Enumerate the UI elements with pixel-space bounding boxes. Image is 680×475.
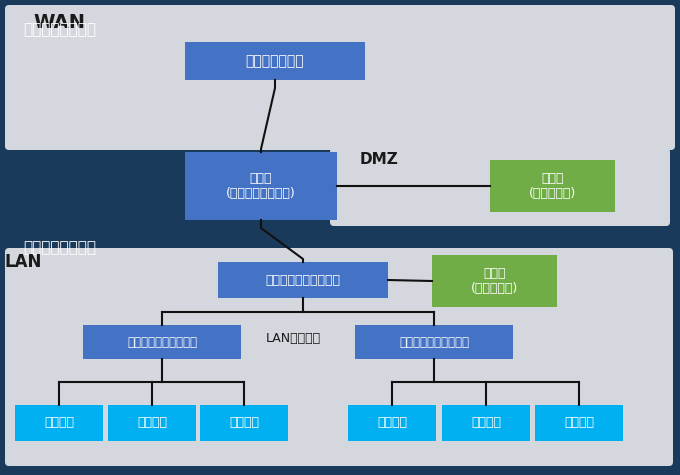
Bar <box>442 405 530 441</box>
FancyBboxPatch shape <box>330 148 670 226</box>
FancyBboxPatch shape <box>5 5 675 150</box>
Bar <box>15 405 103 441</box>
Bar <box>185 42 365 80</box>
Text: パソコン: パソコン <box>229 417 259 429</box>
Text: WAN: WAN <box>33 13 85 32</box>
Bar <box>218 262 388 298</box>
Text: パソコン: パソコン <box>137 417 167 429</box>
Text: パソコン: パソコン <box>564 417 594 429</box>
FancyBboxPatch shape <box>5 248 673 466</box>
Text: パソコン: パソコン <box>471 417 501 429</box>
Text: 部門スイッチングハブ: 部門スイッチングハブ <box>399 335 469 349</box>
Text: 社内ネットワーク: 社内ネットワーク <box>24 240 97 255</box>
Bar <box>185 152 337 220</box>
Text: サーバ
(社内共有用): サーバ (社内共有用) <box>529 172 576 200</box>
Bar <box>355 325 513 359</box>
Bar <box>200 405 288 441</box>
Text: 社外ネットワーク: 社外ネットワーク <box>24 22 97 37</box>
Bar <box>490 160 615 212</box>
Text: DMZ: DMZ <box>360 152 398 168</box>
Bar <box>108 405 196 441</box>
Text: LAN: LAN <box>4 253 41 271</box>
Text: LANケーブル: LANケーブル <box>265 332 320 344</box>
Text: ルータ
(ファイアウォール): ルータ (ファイアウォール) <box>226 172 296 200</box>
Text: 基幹スイッチングハブ: 基幹スイッチングハブ <box>265 274 341 286</box>
Bar <box>348 405 436 441</box>
Text: パソコン: パソコン <box>377 417 407 429</box>
Text: サーバ
(社内共有用): サーバ (社内共有用) <box>471 267 518 295</box>
Bar <box>535 405 623 441</box>
Text: パソコン: パソコン <box>44 417 74 429</box>
Text: インターネット: インターネット <box>245 54 305 68</box>
Bar <box>432 255 557 307</box>
Text: 部門スイッチングハブ: 部門スイッチングハブ <box>127 335 197 349</box>
Bar <box>83 325 241 359</box>
